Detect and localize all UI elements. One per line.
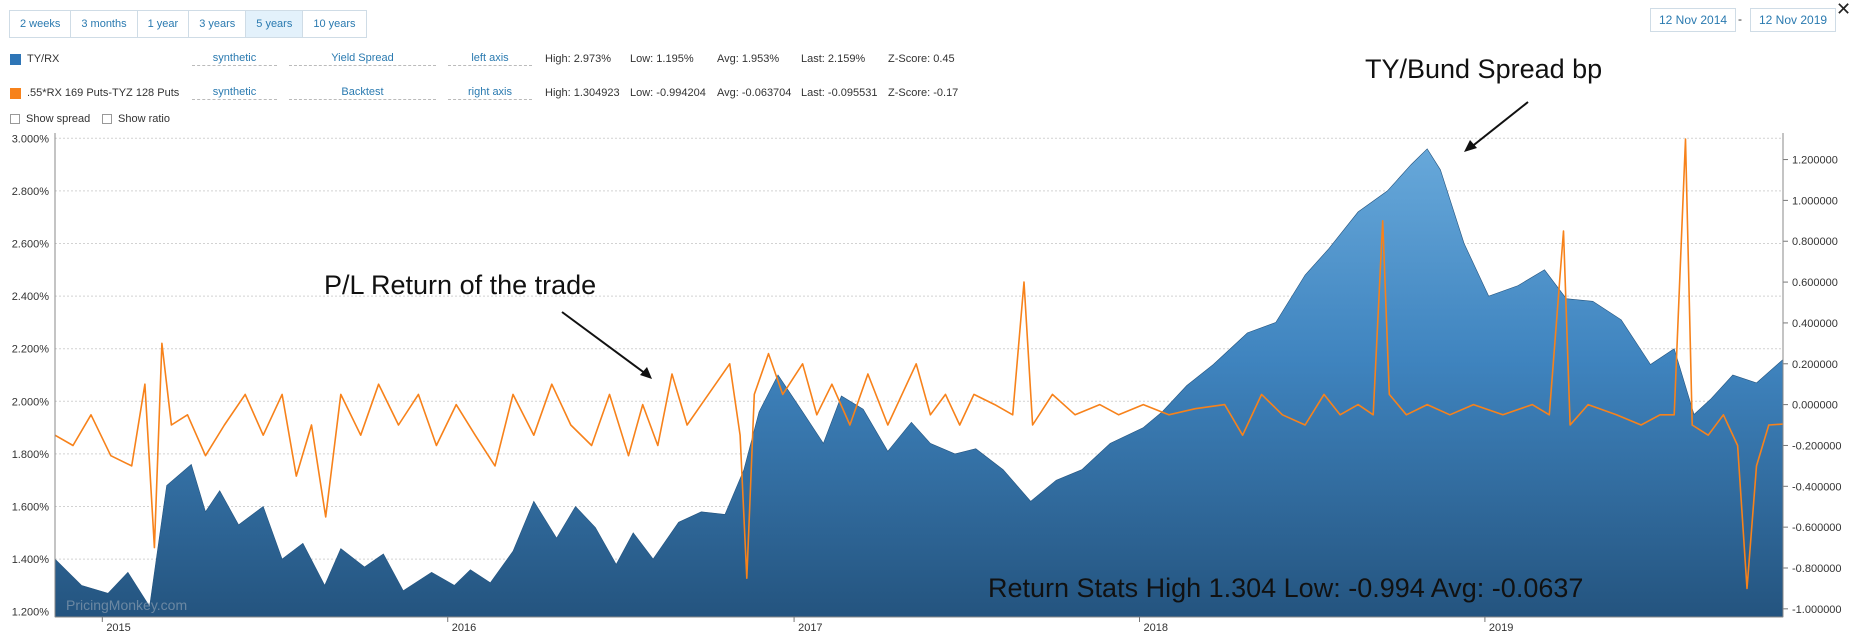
watermark-text: PricingMonkey.com [66,597,187,613]
right-axis-tick-label: 0.600000 [1792,277,1838,289]
close-icon[interactable]: ✕ [1836,0,1852,19]
range-button-10y[interactable]: 10 years [302,10,367,38]
spread-annotation: TY/Bund Spread bp [1365,54,1602,84]
pl-annotation: P/L Return of the trade [324,270,596,300]
right-axis-tick-label: 0.800000 [1792,236,1838,248]
pl-annotation-arrow [561,311,647,375]
left-axis-tick-label: 2.000% [12,396,50,408]
series-1-name: TY/RX [27,53,60,65]
date-separator: - [1738,12,1742,26]
left-axis-tick-label: 2.400% [12,291,50,303]
series-2-low: Low: -0.994204 [630,87,706,99]
series-1-high: High: 2.973% [545,53,612,65]
left-axis-tick-label: 2.800% [12,186,50,198]
spread-arrow-head [1464,140,1477,152]
right-axis-tick-label: -0.400000 [1792,481,1842,493]
x-axis-tick-label: 2018 [1143,622,1167,634]
right-axis-tick-label: 0.200000 [1792,359,1838,371]
series-2-color-swatch[interactable] [10,87,21,99]
return-stats-annotation: Return Stats High 1.304 Low: -0.994 Avg:… [988,573,1583,603]
show-spread-checkbox[interactable] [10,114,20,124]
range-button-2w[interactable]: 2 weeks [9,10,72,38]
right-axis-tick-label: -0.600000 [1792,522,1842,534]
series-1-type-link[interactable]: synthetic [192,52,277,66]
x-axis-tick-label: 2019 [1489,622,1513,634]
right-axis-tick-label: -0.200000 [1792,440,1842,452]
x-axis-tick-label: 2016 [452,622,476,634]
left-axis-tick-label: 3.000% [12,133,50,145]
range-button-group: 2 weeks 3 months 1 year 3 years 5 years … [9,10,367,38]
series-1-color-swatch[interactable] [10,53,21,65]
show-ratio-label: Show ratio [118,113,170,125]
series-1-zscore: Z-Score: 0.45 [888,53,955,65]
pl-arrow-head [640,367,652,379]
left-axis-tick-label: 1.600% [12,502,50,514]
spread-annotation-arrow [1469,101,1529,149]
series-1-low: Low: 1.195% [630,53,694,65]
range-button-1y[interactable]: 1 year [136,10,190,38]
left-axis-tick-label: 1.200% [12,607,50,619]
series-2-mode-link[interactable]: Backtest [289,86,436,100]
left-axis-tick-label: 2.600% [12,238,50,250]
series-row-2: .55*RX 169 Puts-TYZ 128 Puts [10,84,179,102]
series-row-1: TY/RX [10,50,59,68]
series-2-last: Last: -0.095531 [801,87,878,99]
right-axis-tick-label: 0.000000 [1792,400,1838,412]
right-axis-tick-label: 1.200000 [1792,155,1838,167]
series-2-axis-link[interactable]: right axis [448,86,532,100]
series-2-name: .55*RX 169 Puts-TYZ 128 Puts [27,87,180,99]
right-axis-tick-label: -0.800000 [1792,563,1842,575]
end-date-input[interactable]: 12 Nov 2019 [1750,8,1837,32]
series-2-avg: Avg: -0.063704 [717,87,792,99]
series-1-avg: Avg: 1.953% [717,53,780,65]
right-axis-tick-label: 0.400000 [1792,318,1838,330]
right-axis-tick-label: -1.000000 [1792,604,1842,616]
left-axis-tick-label: 1.800% [12,449,50,461]
series-2-high: High: 1.304923 [545,87,620,99]
series-area-ty-rx [54,148,1784,618]
start-date-input[interactable]: 12 Nov 2014 [1650,8,1737,32]
show-spread-option[interactable]: Show spread [10,113,90,125]
range-button-3m[interactable]: 3 months [70,10,138,38]
show-ratio-option[interactable]: Show ratio [102,113,170,125]
series-1-last: Last: 2.159% [801,53,866,65]
series-2-zscore: Z-Score: -0.17 [888,87,959,99]
show-spread-label: Show spread [26,113,91,125]
series-2-type-link[interactable]: synthetic [192,86,277,100]
x-axis-tick-label: 2017 [798,622,822,634]
series-1-axis-link[interactable]: left axis [448,52,532,66]
left-axis-tick-label: 2.200% [12,344,50,356]
right-axis-tick-label: 1.000000 [1792,195,1838,207]
left-axis-tick-label: 1.400% [12,554,50,566]
x-axis-tick-label: 2015 [106,622,130,634]
series-1-mode-link[interactable]: Yield Spread [289,52,436,66]
show-ratio-checkbox[interactable] [102,114,112,124]
range-button-5y[interactable]: 5 years [245,10,304,38]
series-line-backtest [54,138,1784,590]
